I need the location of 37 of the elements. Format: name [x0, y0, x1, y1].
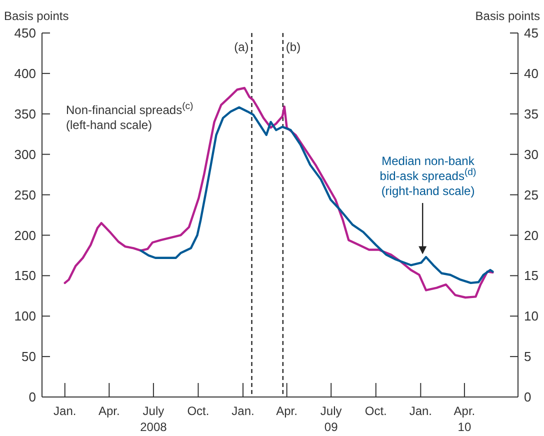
ref-line-label: (b) [286, 40, 301, 54]
text: Non-financial spreads$^{(c)}$ (left-hand scale) [66, 100, 194, 132]
y-tick-label: 300 [14, 146, 36, 162]
x-tick-label: Apr. 10 [454, 404, 476, 434]
y-tick-label: 100 [14, 308, 36, 324]
y2-tick-label: 40 [524, 66, 538, 81]
line-series [64, 86, 494, 299]
y2-tick-label: 0 [524, 390, 532, 405]
y2-tick-label: 5 [524, 349, 532, 364]
y2-tick-label: 20 [524, 228, 538, 243]
y2-tick-label: 15 [524, 268, 538, 284]
y2-tick-label: 35 [524, 106, 538, 122]
y2-tick-label: 45 [524, 26, 538, 41]
x-tick-label: Apr. [98, 404, 120, 418]
y-tick-label: 0 [28, 390, 36, 405]
y-tick-label: 400 [14, 66, 36, 81]
x-tick-label: July 2008 [140, 404, 168, 434]
x-tick-label: Jan. [409, 404, 432, 418]
y-tick-label: 250 [14, 187, 36, 202]
ref-line-label: (a) [234, 40, 249, 54]
y-tick-label: 200 [14, 228, 36, 243]
x-tick-label: Jan. [54, 404, 76, 418]
y-tick-label: 450 [14, 26, 36, 41]
x-tick-label: Oct. [187, 404, 210, 418]
y2-tick-label: 25 [524, 187, 538, 202]
y-tick-label: 150 [14, 268, 36, 284]
x-tick-label: Oct. [364, 404, 387, 418]
y-tick-label: 50 [22, 349, 36, 364]
x-tick-label: July 09 [320, 404, 342, 434]
y2-tick-label: 30 [524, 146, 538, 162]
x-tick-label: Jan. [232, 404, 254, 418]
y2-tick-label: 10 [524, 308, 538, 324]
y2-axis-title: Basis points [475, 9, 540, 23]
x-tick-label: Apr. [276, 404, 298, 418]
y-tick-label: 350 [14, 106, 36, 122]
text: Median non-bank bid-ask spreads$^{(d)}$ (right-hand scale) [380, 154, 476, 198]
y-axis-title: Basis points [4, 9, 69, 23]
